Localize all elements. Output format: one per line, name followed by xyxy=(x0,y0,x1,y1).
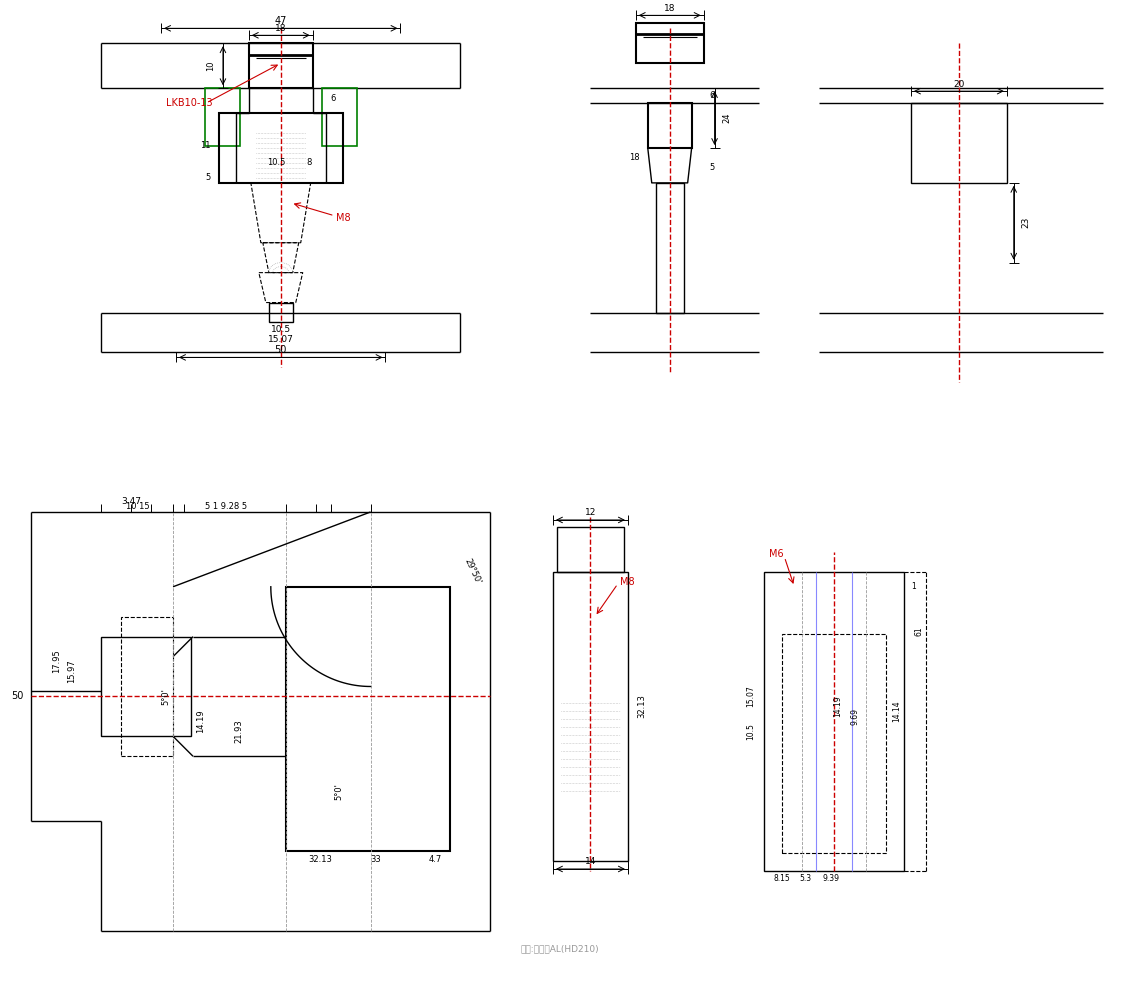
Text: M8: M8 xyxy=(619,577,634,587)
Bar xyxy=(322,88,357,146)
Text: 5°0': 5°0' xyxy=(162,688,171,704)
Bar xyxy=(121,616,173,757)
Text: 21.93: 21.93 xyxy=(234,719,243,743)
Bar xyxy=(286,587,450,851)
Text: 14.14: 14.14 xyxy=(893,700,902,722)
Text: 12: 12 xyxy=(585,508,596,517)
Text: 47: 47 xyxy=(275,16,287,26)
Bar xyxy=(101,636,191,736)
Text: 14.19: 14.19 xyxy=(196,709,205,733)
Text: 33: 33 xyxy=(370,855,380,864)
Text: 6: 6 xyxy=(331,93,335,102)
Text: 9.69: 9.69 xyxy=(850,707,859,724)
Text: 8: 8 xyxy=(306,158,312,167)
Text: 50: 50 xyxy=(275,346,287,356)
Text: 15.07: 15.07 xyxy=(746,685,755,707)
Text: 5: 5 xyxy=(205,173,211,182)
Bar xyxy=(782,633,886,853)
Text: M8: M8 xyxy=(335,212,350,222)
Text: 50: 50 xyxy=(11,691,24,701)
Text: 3.47: 3.47 xyxy=(121,498,141,506)
Text: 1: 1 xyxy=(911,582,916,591)
Text: 29°50': 29°50' xyxy=(462,557,482,586)
Text: 18: 18 xyxy=(629,153,640,162)
Text: 재료:통기성AL(HD210): 재료:통기성AL(HD210) xyxy=(521,944,599,953)
Bar xyxy=(764,572,904,871)
Bar xyxy=(655,183,683,313)
Text: 5 1 9.28 5: 5 1 9.28 5 xyxy=(205,502,247,511)
Bar xyxy=(269,303,293,323)
Text: 17.95: 17.95 xyxy=(53,649,62,673)
Text: 23: 23 xyxy=(1022,217,1031,228)
Text: 15.07: 15.07 xyxy=(268,335,294,344)
Text: M6: M6 xyxy=(770,549,784,559)
Bar xyxy=(553,572,628,861)
Text: 4.7: 4.7 xyxy=(429,855,442,864)
Text: 8.15: 8.15 xyxy=(773,875,790,884)
Text: 18: 18 xyxy=(275,24,286,33)
Text: 10.5: 10.5 xyxy=(267,158,285,167)
Text: 5.3: 5.3 xyxy=(799,875,811,884)
Text: 18: 18 xyxy=(664,4,675,13)
Text: 20: 20 xyxy=(954,79,965,88)
Text: 61: 61 xyxy=(914,627,923,636)
Text: 5: 5 xyxy=(709,163,715,172)
Bar xyxy=(647,103,691,148)
Bar xyxy=(636,23,703,63)
Text: 10 15: 10 15 xyxy=(127,502,150,511)
Bar xyxy=(249,43,313,88)
Bar xyxy=(557,527,624,572)
Text: 5°0': 5°0' xyxy=(334,783,343,800)
Text: 32.13: 32.13 xyxy=(637,694,646,718)
Bar xyxy=(911,103,1006,183)
Text: 24: 24 xyxy=(723,113,732,123)
Bar xyxy=(205,88,240,146)
Text: 10.5: 10.5 xyxy=(746,722,755,739)
Text: 10.5: 10.5 xyxy=(270,325,291,334)
Text: 10: 10 xyxy=(206,60,215,71)
Text: 15.97: 15.97 xyxy=(67,659,76,683)
Text: 14: 14 xyxy=(585,858,596,867)
Text: 9.39: 9.39 xyxy=(822,875,839,884)
Text: 6: 6 xyxy=(709,90,715,99)
Text: LKB10-13: LKB10-13 xyxy=(166,98,213,108)
Text: 32.13: 32.13 xyxy=(309,855,332,864)
Text: 11: 11 xyxy=(201,141,211,150)
Text: 14.19: 14.19 xyxy=(833,695,842,717)
Bar xyxy=(219,113,342,183)
